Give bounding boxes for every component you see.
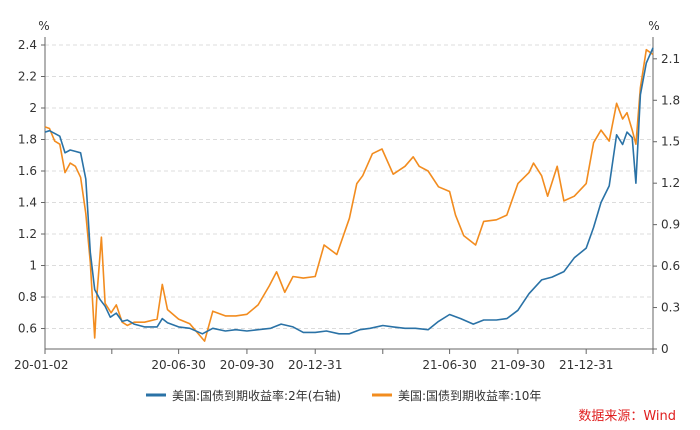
series-layer xyxy=(44,47,654,342)
left-tick-label: 1.8 xyxy=(18,133,37,147)
right-tick-label: 0.6 xyxy=(661,259,680,273)
right-tick-label: 0.3 xyxy=(661,301,680,315)
right-tick-label: 0.9 xyxy=(661,218,680,232)
x-tick-label: 21-09-30 xyxy=(491,358,545,372)
left-tick-label: 2.2 xyxy=(18,70,37,84)
left-tick-label: 2 xyxy=(29,101,37,115)
left-axis-unit: % xyxy=(38,19,49,33)
left-tick-label: 2.4 xyxy=(18,38,37,52)
gridlines xyxy=(45,44,653,330)
right-tick-label: 2.1 xyxy=(661,52,680,66)
axes: 0.6 0.8 1 1.2 1.4 1.6 1.8 2 2.2 2.4% 0 0.3 0.6 0.9 1.2… xyxy=(14,19,680,372)
legend: 美国:国债到期收益率:2年(右轴) 美国:国债到期收益率:10年 xyxy=(146,388,541,403)
legend-label: 美国:国债到期收益率:10年 xyxy=(398,388,541,403)
left-tick-label: 0.8 xyxy=(18,290,37,304)
right-tick-label: 1.8 xyxy=(661,93,680,107)
source-label: 数据来源：Wind xyxy=(578,409,676,424)
right-tick-label: 1.5 xyxy=(661,135,680,149)
x-tick-label: 20-12-31 xyxy=(288,358,342,372)
right-tick-label: 0 xyxy=(661,342,669,356)
x-tick-label: 21-06-30 xyxy=(422,358,476,372)
x-tick-label: 20-06-30 xyxy=(151,358,205,372)
left-tick-label: 1.2 xyxy=(18,227,37,241)
x-tick-label: 20-09-30 xyxy=(220,358,274,372)
left-tick-label: 1.6 xyxy=(18,164,37,178)
x-tick-label: 20-01-02 xyxy=(14,358,68,372)
right-axis-unit: % xyxy=(648,19,659,33)
right-tick-label: 1.2 xyxy=(661,176,680,190)
legend-label: 美国:国债到期收益率:2年(右轴) xyxy=(172,388,341,403)
left-tick-label: 1 xyxy=(29,259,37,273)
left-tick-label: 1.4 xyxy=(18,196,37,210)
x-tick-label: 21-12-31 xyxy=(559,358,613,372)
series-line-10y xyxy=(44,48,654,342)
left-tick-label: 0.6 xyxy=(18,322,37,336)
series-line-2y xyxy=(44,47,654,335)
